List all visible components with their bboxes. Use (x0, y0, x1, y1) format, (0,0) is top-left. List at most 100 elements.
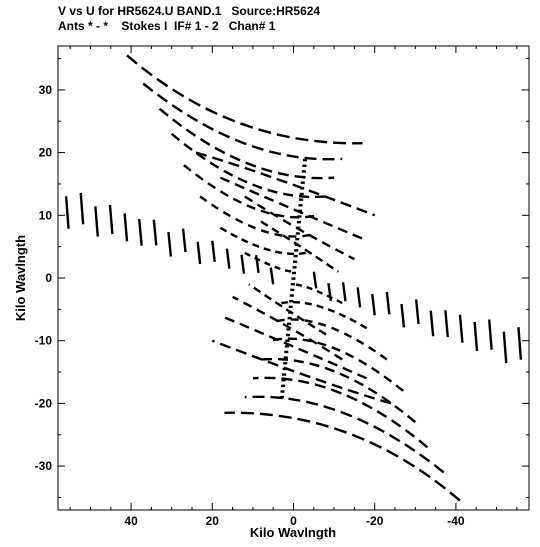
uv-point (371, 293, 376, 316)
uv-point (299, 372, 311, 379)
uv-point (369, 440, 382, 449)
uv-point (218, 131, 231, 139)
uv-point (390, 419, 402, 428)
uv-point (336, 270, 339, 273)
uv-point (222, 115, 236, 123)
uv-point (295, 330, 305, 337)
uv-point (343, 332, 352, 339)
uv-point (356, 417, 369, 425)
uv-point (304, 319, 313, 323)
uv-point (64, 196, 70, 229)
uv-point (156, 77, 169, 88)
uv-point (317, 341, 327, 347)
uv-point (138, 218, 143, 246)
uv-point (283, 341, 294, 348)
uv-point (419, 453, 431, 463)
uv-point (348, 255, 355, 261)
uv-point (404, 443, 416, 452)
uv-point (211, 339, 215, 343)
x-tick-labels: 40 20 0 -20 -40 (124, 514, 465, 528)
uv-point (172, 118, 183, 127)
uv-point (324, 195, 336, 202)
uv-point (444, 310, 449, 338)
uv-point (282, 322, 292, 330)
uv-point (395, 384, 404, 392)
y-axis-label: Kilo Wavlngth (13, 235, 28, 321)
uv-point (414, 299, 420, 325)
uv-point (312, 271, 318, 289)
uv-point (123, 213, 129, 242)
uv-point (246, 204, 256, 210)
uv-point (152, 219, 158, 246)
uv-point (260, 229, 270, 234)
uv-point (488, 319, 493, 350)
uv-point (282, 219, 292, 226)
uv-point (223, 169, 234, 177)
uv-point (433, 464, 445, 474)
y-tick-label: 0 (45, 271, 52, 285)
uv-point (256, 308, 266, 315)
uv-point (211, 240, 216, 263)
uv-tracks (64, 54, 523, 502)
uv-point (235, 348, 247, 355)
uv-point (308, 189, 320, 196)
uv-point (418, 468, 431, 479)
uv-point (94, 206, 99, 237)
uv-point (298, 195, 310, 199)
uv-point (473, 321, 479, 352)
uv-point (359, 323, 368, 330)
uv-point (331, 383, 343, 390)
uv-point (356, 287, 362, 308)
uv-point (327, 308, 335, 313)
uv-point (295, 283, 303, 287)
y-tick-label: -20 (35, 396, 53, 410)
uv-point (260, 209, 270, 215)
uv-point (170, 132, 181, 142)
uv-point (276, 318, 285, 323)
uv-point (256, 203, 266, 211)
uv-point (260, 172, 272, 179)
uv-point (337, 227, 348, 234)
uv-point (298, 379, 310, 385)
uv-point (244, 195, 254, 203)
uv-point (249, 189, 260, 196)
uv-point (194, 173, 204, 181)
uv-point (142, 82, 154, 92)
uv-point (340, 410, 353, 418)
uv-point (274, 265, 281, 271)
uv-point (367, 387, 378, 395)
uv-point (278, 202, 289, 209)
uv-point (199, 138, 211, 146)
uv-point (263, 293, 272, 301)
uv-point (361, 401, 373, 410)
uv-point (307, 322, 316, 329)
uv-point (340, 201, 352, 208)
uv-point (209, 161, 220, 169)
uv-point (240, 122, 254, 129)
uv-point (252, 183, 263, 190)
uv-point (353, 379, 364, 387)
uv-point (314, 383, 326, 389)
uv-point (282, 234, 291, 241)
uv-point (315, 255, 324, 263)
uv-point (79, 192, 85, 225)
uv-point (386, 449, 399, 458)
uv-point (336, 299, 343, 305)
uv-point (260, 220, 269, 227)
y-tick-labels: -30 -20 -10 0 10 20 30 (35, 83, 53, 473)
uv-point (327, 360, 338, 367)
uv-point (295, 137, 309, 142)
uv-point (316, 289, 323, 295)
uv-point (268, 150, 282, 156)
uv-point (222, 210, 231, 218)
uv-point (211, 156, 224, 162)
uv-point (140, 66, 153, 77)
uv-point (241, 238, 249, 244)
uv-point (269, 315, 279, 323)
uv-point (383, 375, 393, 383)
uv-point (338, 312, 346, 318)
uv-point (309, 362, 320, 368)
uv-point (156, 93, 168, 103)
uv-point (234, 183, 245, 190)
